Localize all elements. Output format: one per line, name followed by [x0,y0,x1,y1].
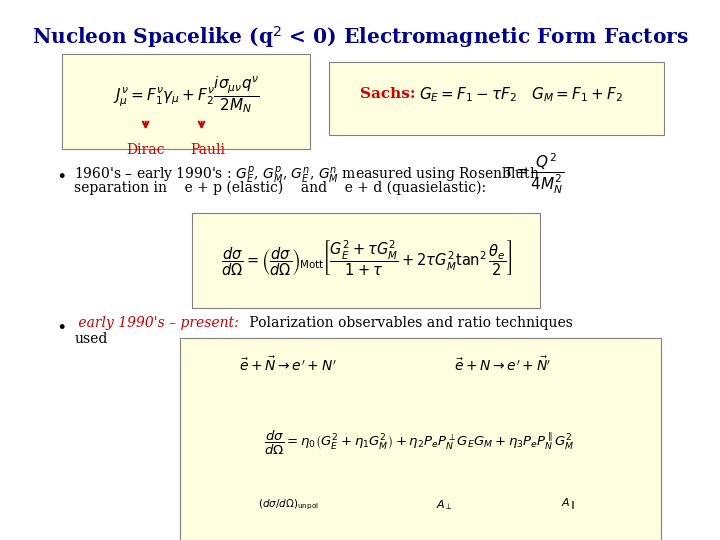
Text: $(d\sigma/d\Omega)_{\mathrm{unpol}}$: $(d\sigma/d\Omega)_{\mathrm{unpol}}$ [258,498,319,512]
Text: $\bullet$: $\bullet$ [55,316,66,334]
Text: separation in    e + p (elastic)    and    e + d (quasielastic):: separation in e + p (elastic) and e + d … [74,181,486,195]
Text: early 1990's – present:: early 1990's – present: [74,316,239,330]
Text: $G_E = F_1 - \tau F_2\quad G_M = F_1 + F_2$: $G_E = F_1 - \tau F_2\quad G_M = F_1 + F… [419,85,623,104]
Text: 1960's – early 1990's : $G^p_E$, $G^p_M$, $G^n_E$, $G^n_M$ measured using Rosenb: 1960's – early 1990's : $G^p_E$, $G^p_M$… [74,165,540,186]
Text: $A_\perp$: $A_\perp$ [436,498,452,512]
Text: $\tau = \dfrac{Q^2}{4M_N^2}$: $\tau = \dfrac{Q^2}{4M_N^2}$ [503,151,564,196]
Text: $\dfrac{d\sigma}{d\Omega} = \eta_0\left(G_E^2 + \eta_1 G_M^2\right) + \eta_2 P_e: $\dfrac{d\sigma}{d\Omega} = \eta_0\left(… [264,429,574,457]
FancyBboxPatch shape [180,338,662,540]
Text: $\vec{e} + N \rightarrow e' + \vec{N}'$: $\vec{e} + N \rightarrow e' + \vec{N}'$ [454,355,552,374]
Text: Sachs:: Sachs: [360,87,420,102]
Text: Polarization observables and ratio techniques: Polarization observables and ratio techn… [245,316,573,330]
Text: used: used [74,332,107,346]
Text: $J_\mu^\nu = F_1^\nu\gamma_\mu + F_2^\nu\dfrac{i\sigma_{\mu\nu}q^\nu}{2M_N}$: $J_\mu^\nu = F_1^\nu\gamma_\mu + F_2^\nu… [112,74,259,115]
Text: $\bullet$: $\bullet$ [55,165,66,183]
Text: Pauli: Pauli [190,143,225,157]
Text: $A_\parallel$: $A_\parallel$ [561,497,575,513]
Text: $\dfrac{d\sigma}{d\Omega} = \left(\dfrac{d\sigma}{d\Omega}\right)_{\!\mathrm{Mot: $\dfrac{d\sigma}{d\Omega} = \left(\dfrac… [220,238,512,278]
Text: Nucleon Spacelike (q$^2$ < 0) Electromagnetic Form Factors: Nucleon Spacelike (q$^2$ < 0) Electromag… [32,24,688,50]
Text: $\vec{e} + \vec{N} \rightarrow e' + N'$: $\vec{e} + \vec{N} \rightarrow e' + N'$ [240,355,338,374]
FancyBboxPatch shape [62,54,310,148]
FancyBboxPatch shape [192,213,540,308]
Text: Dirac: Dirac [127,143,165,157]
FancyBboxPatch shape [329,62,665,135]
